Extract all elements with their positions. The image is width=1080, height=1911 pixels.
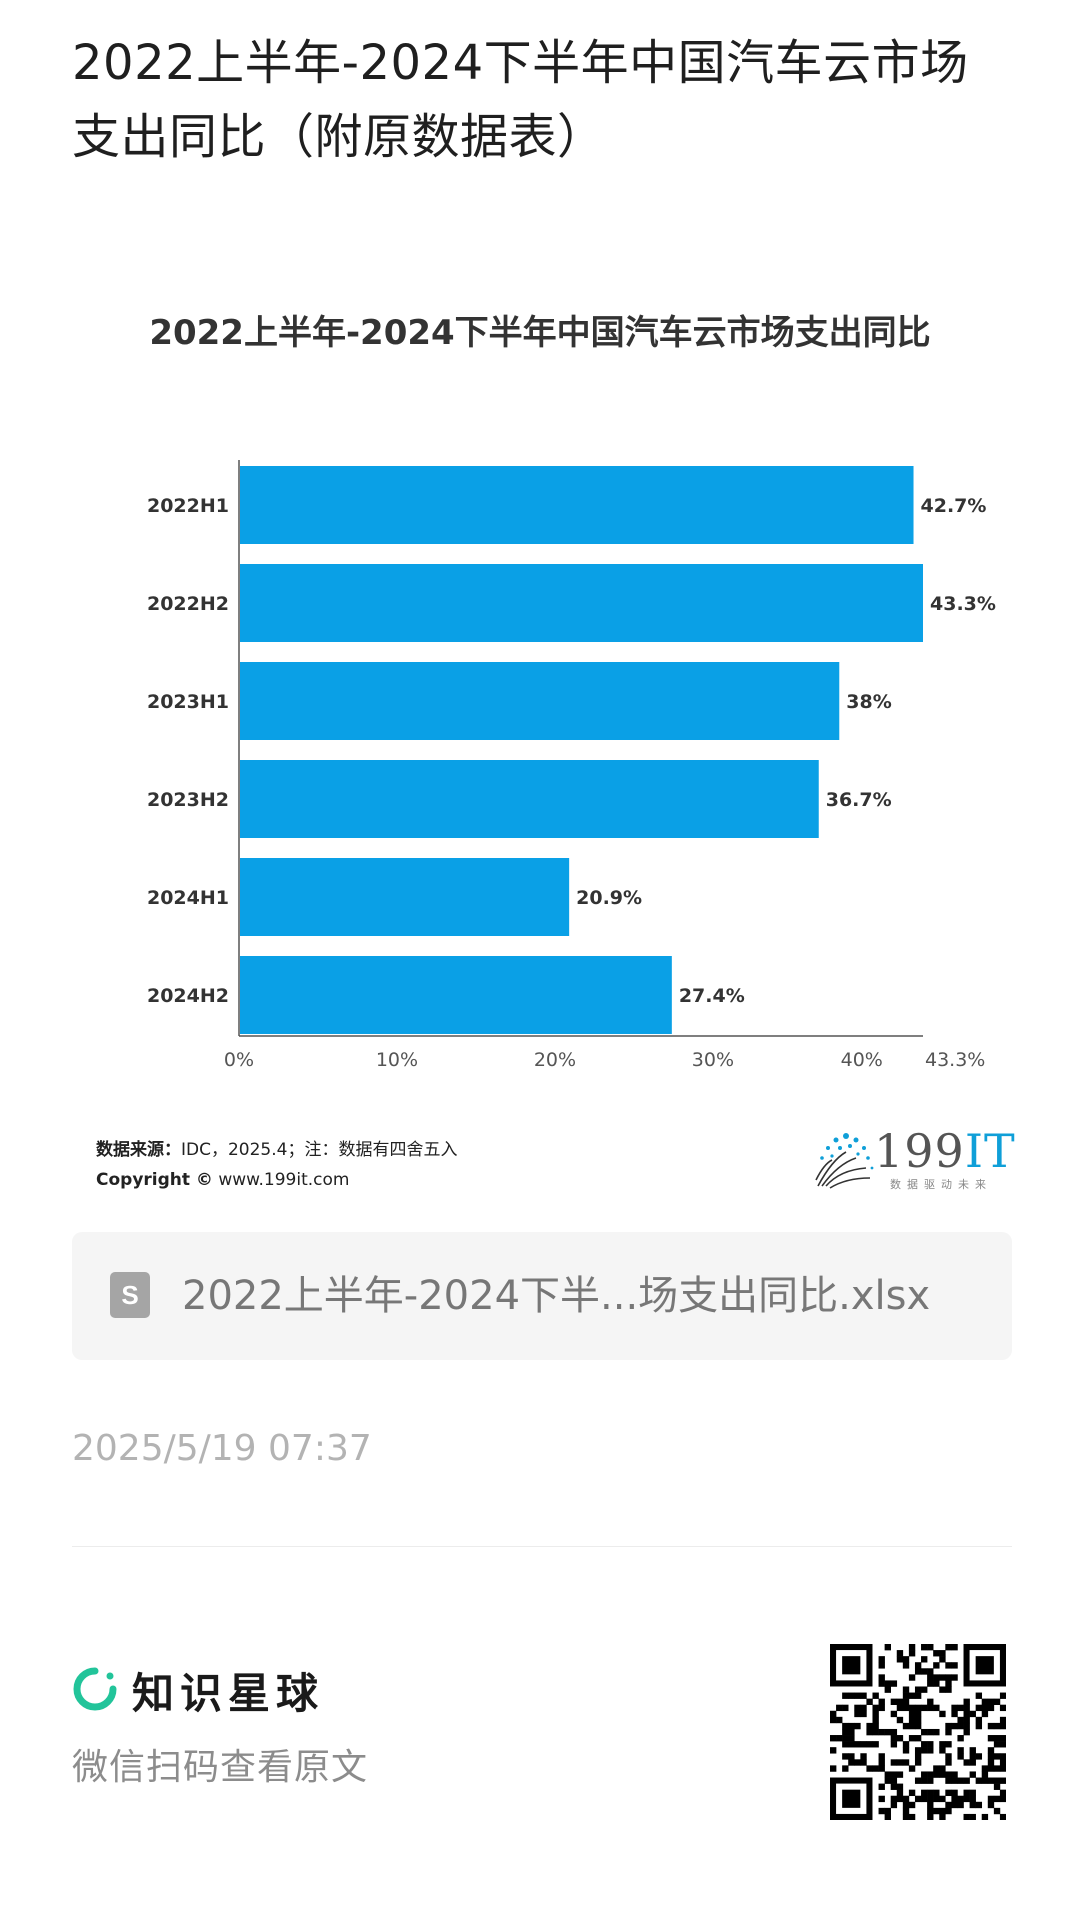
x-tick-label-0: 0%	[224, 1049, 254, 1070]
scan-hint: 微信扫码查看原文	[72, 1747, 369, 1788]
page-title: 2022上半年-2024下半年中国汽车云市场支出同比（附原数据表）	[72, 35, 969, 165]
bar-2022H2	[240, 564, 923, 642]
data-source-note: 数据来源：IDC，2025.4；注：数据有四舍五入 Copyright © ww…	[96, 1135, 457, 1195]
qr-finder-pattern	[830, 1644, 873, 1687]
qr-modules	[830, 1644, 1006, 1820]
x-tick-label-4: 40%	[841, 1049, 883, 1070]
brand-name-number: 199	[874, 1124, 965, 1178]
brand-name-it: IT	[964, 1124, 1016, 1178]
value-label-2023H1: 38%	[846, 691, 891, 713]
bar-chart: 2022H1 42.7% 2022H2 43.3% 2023H1 38% 2023H2 36.…	[147, 460, 996, 1070]
post-timestamp: 2025/5/19 07:37	[72, 1428, 372, 1469]
category-label-2022H1: 2022H1	[147, 495, 229, 517]
category-label-2024H1: 2024H1	[147, 887, 229, 909]
brand-logo: 199IT 数据驱动未来	[812, 1124, 1015, 1194]
category-label-2023H2: 2023H2	[147, 789, 229, 811]
source-label: 数据来源：	[96, 1140, 181, 1160]
bar-2022H1	[240, 466, 914, 544]
bar-2024H2	[240, 956, 672, 1034]
attachment-file-card[interactable]: S 2022上半年-2024下半...场支出同比.xlsx	[72, 1232, 1012, 1360]
source-text: IDC，2025.4；注：数据有四舍五入	[181, 1140, 458, 1160]
qr-finder-pattern	[830, 1777, 873, 1820]
category-label-2024H2: 2024H2	[147, 985, 229, 1007]
spreadsheet-icon: S	[110, 1272, 150, 1318]
value-label-2024H1: 20.9%	[576, 887, 642, 909]
copyright-label: Copyright ©	[96, 1170, 213, 1190]
brand-name: 199IT	[874, 1124, 1016, 1178]
spreadsheet-icon-letter: S	[121, 1280, 139, 1310]
value-label-2024H2: 27.4%	[679, 985, 745, 1007]
x-tick-label-1: 10%	[376, 1049, 418, 1070]
attachment-file-name: 2022上半年-2024下半...场支出同比.xlsx	[182, 1273, 931, 1319]
bar-2023H1	[240, 662, 840, 740]
app-name: 知识星球	[132, 1669, 325, 1718]
x-tick-label-3: 30%	[692, 1049, 734, 1070]
dandelion-icon	[815, 1133, 874, 1189]
bar-2024H1	[240, 858, 570, 936]
category-label-2022H2: 2022H2	[147, 593, 229, 615]
copyright-text: www.199it.com	[212, 1170, 350, 1190]
x-tick-label-5: 43.3%	[925, 1049, 985, 1070]
divider	[72, 1546, 1012, 1547]
brand-slogan: 数据驱动未来	[890, 1178, 992, 1191]
category-label-2023H1: 2023H1	[147, 691, 229, 713]
qr-code[interactable]	[830, 1644, 1006, 1820]
bar-2023H2	[240, 760, 819, 838]
value-label-2022H1: 42.7%	[921, 495, 987, 517]
qr-finder-pattern	[963, 1644, 1006, 1687]
value-label-2023H2: 36.7%	[826, 789, 892, 811]
zsxq-ring-icon	[73, 1667, 117, 1711]
x-tick-label-2: 20%	[534, 1049, 576, 1070]
value-label-2022H2: 43.3%	[930, 593, 996, 615]
chart-title: 2022上半年-2024下半年中国汽车云市场支出同比	[149, 313, 931, 353]
